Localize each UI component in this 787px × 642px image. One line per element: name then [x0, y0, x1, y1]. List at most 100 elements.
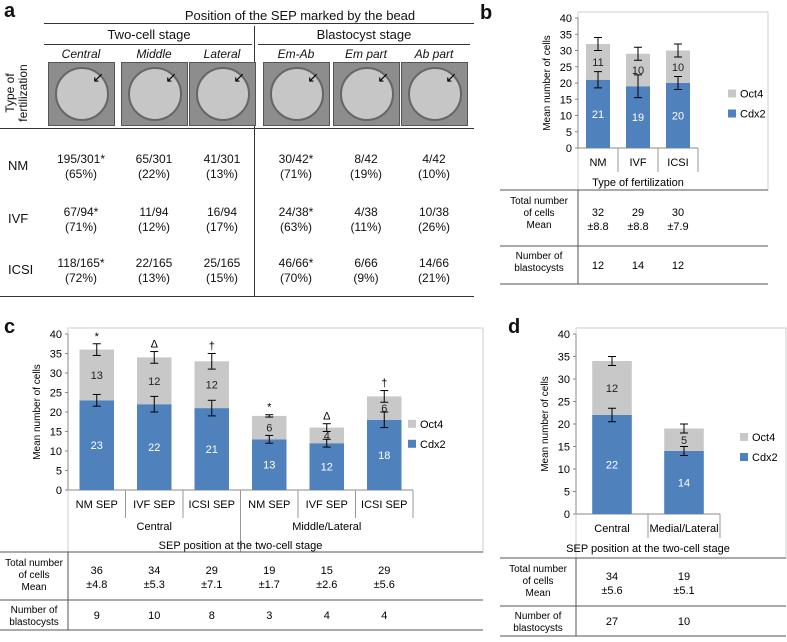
- cell-icsi-1: 22/165 (13%): [135, 256, 173, 285]
- y-axis-label: Mean number of cells: [540, 376, 551, 472]
- panel-d: 0 5 10 15 20 25 30 35 40 Mean number of cells 22 12…: [500, 322, 787, 637]
- label-cdx2-2: 20: [672, 111, 684, 123]
- col-label-3: Em-Ab: [277, 47, 315, 61]
- label-oct4-4: 4: [324, 430, 330, 442]
- group-label-middle-lateral: Middle/Lateral: [292, 521, 361, 533]
- y-tick-label: 25: [558, 397, 570, 409]
- marker-3: *: [267, 402, 272, 414]
- blastocyst-count-0: 27: [606, 616, 618, 628]
- chart-b: 0 5 10 15 20 25 30 35 40 Mean number of cells 21 11…: [500, 11, 769, 285]
- label-oct4-0: 11: [592, 57, 603, 69]
- cell-nm-3: 30/42* (71%): [278, 152, 314, 181]
- total-sd-2: ±7.1: [201, 579, 222, 591]
- blastocyst-count-0: 12: [592, 260, 604, 272]
- bar-oct4-4: [309, 427, 344, 444]
- label-oct4-5: 6: [381, 403, 387, 415]
- y-tick-label: 20: [560, 78, 572, 90]
- category-label-5: ICSI SEP: [361, 499, 407, 511]
- cell-icsi-5: 14/66 (21%): [417, 256, 450, 285]
- legend-oct4-swatch: [408, 419, 416, 428]
- x-axis-label: SEP position at the two-cell stage: [566, 543, 730, 555]
- y-tick-label: 30: [560, 46, 572, 58]
- legend-cdx2-label: Cdx2: [420, 439, 446, 451]
- total-mean-2: 29: [206, 565, 218, 577]
- cell-ivf-0: 67/94* (71%): [63, 205, 99, 234]
- blastocyst-count-4: 4: [324, 610, 330, 622]
- stage-blastocyst: Blastocyst stage: [316, 27, 412, 42]
- category-label-1: Medial/Lateral: [649, 523, 718, 535]
- label-cdx2-0: 21: [592, 109, 604, 121]
- cell-ivf-5: 10/38 (26%): [417, 205, 450, 234]
- label-cdx2-3: 13: [263, 460, 275, 472]
- legend-cdx2-label: Cdx2: [740, 109, 766, 121]
- label-oct4-2: 10: [672, 62, 684, 74]
- legend-oct4-swatch: [740, 433, 748, 441]
- cell-nm-0: 195/301* (65%): [56, 152, 106, 181]
- total-sd-3: ±1.7: [259, 579, 280, 591]
- bar-cdx2-0: [586, 79, 610, 148]
- bar-cdx2-0: [79, 400, 114, 490]
- legend-cdx2-swatch: [740, 453, 748, 461]
- label-cdx2-1: 22: [148, 442, 160, 454]
- y-tick-label: 40: [558, 329, 570, 341]
- bar-oct4-3: [252, 415, 287, 440]
- y-tick-label: 0: [566, 143, 572, 155]
- label-oct4-1: 12: [148, 376, 160, 388]
- row1-header-line-0: Total number: [510, 196, 568, 207]
- blastocyst-count-1: 10: [148, 610, 160, 622]
- label-oct4-1: 5: [681, 435, 687, 447]
- row2-header-line-0: Number of: [11, 605, 58, 616]
- label-oct4-3: 6: [266, 423, 272, 435]
- panel-a-title: Position of the SEP marked by the bead: [184, 8, 416, 23]
- label-oct4-2: 12: [206, 380, 218, 392]
- total-sd-1: ±8.8: [627, 221, 648, 233]
- legend-oct4-label: Oct4: [740, 89, 763, 101]
- row-header: Type of fertilization: [3, 64, 30, 122]
- bottom-rule: [0, 296, 474, 297]
- y-tick-label: 0: [56, 485, 62, 497]
- bead-arrow-icon: ↙: [445, 69, 457, 85]
- embryo-photo-4: ↙: [333, 62, 400, 126]
- total-mean-4: 15: [321, 565, 333, 577]
- bar-cdx2-0: [592, 415, 632, 514]
- blastocyst-count-1: 14: [632, 260, 644, 272]
- row1-header-line-0: Total number: [5, 558, 63, 569]
- marker-0: *: [95, 331, 100, 343]
- total-sd-0: ±8.8: [587, 221, 608, 233]
- label-oct4-1: 10: [632, 65, 644, 77]
- total-mean-1: 19: [678, 571, 690, 583]
- bar-cdx2-1: [137, 404, 172, 490]
- total-sd-5: ±5.6: [374, 579, 395, 591]
- row1-header-line-2: Mean: [526, 220, 551, 231]
- col-label-5: Ab part: [414, 47, 454, 61]
- bead-arrow-icon: ↙: [307, 69, 319, 85]
- panel-label-b: b: [480, 2, 493, 24]
- y-tick-label: 5: [56, 466, 62, 478]
- label-cdx2-5: 18: [378, 450, 390, 462]
- bar-oct4-1: [664, 428, 704, 451]
- y-tick-label: 5: [564, 487, 570, 499]
- total-sd-0: ±5.6: [601, 585, 622, 597]
- y-tick-label: 5: [566, 127, 572, 139]
- total-mean-0: 36: [91, 565, 103, 577]
- category-label-0: Central: [594, 523, 629, 535]
- total-mean-0: 34: [606, 571, 618, 583]
- bead-arrow-icon: ↙: [92, 69, 104, 85]
- category-label-1: IVF SEP: [133, 499, 175, 511]
- label-oct4-0: 13: [91, 370, 103, 382]
- cell-icsi-3: 46/66* (70%): [278, 256, 314, 285]
- bar-oct4-0: [592, 361, 632, 415]
- cell-ivf-4: 4/38 (11%): [350, 205, 382, 234]
- row-label-ivf: IVF: [8, 211, 29, 226]
- total-sd-1: ±5.1: [673, 585, 694, 597]
- blastocyst-count-1: 10: [678, 616, 690, 628]
- y-tick-label: 35: [50, 349, 62, 361]
- total-sd-4: ±2.6: [316, 579, 337, 591]
- row1-header-line-1: of cells: [18, 570, 49, 581]
- category-label-1: IVF: [629, 157, 646, 169]
- y-tick-label: 35: [558, 352, 570, 364]
- row2-header-line-1: blastocysts: [514, 263, 563, 274]
- y-tick-label: 20: [50, 407, 62, 419]
- panel-b: 0 5 10 15 20 25 30 35 40 Mean number of cells 21 11…: [500, 8, 780, 308]
- total-mean-1: 29: [632, 207, 644, 219]
